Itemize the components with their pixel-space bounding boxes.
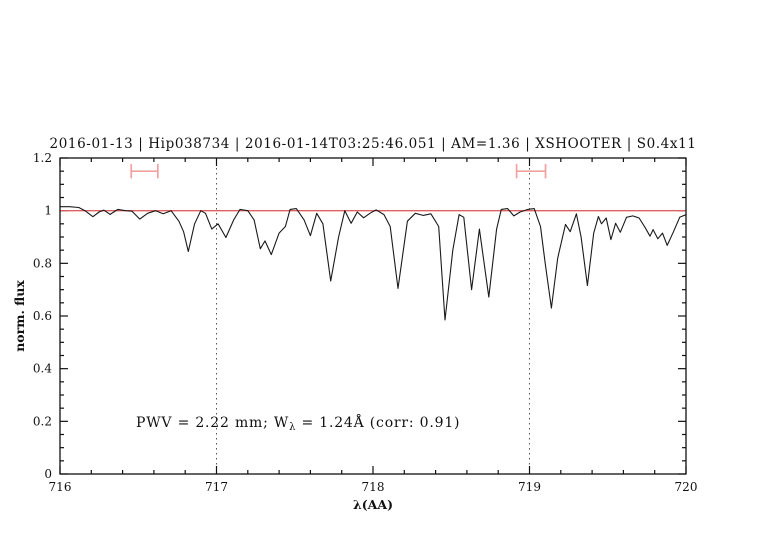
x-tick-label-717: 717 — [205, 480, 228, 494]
spectrum-line — [59, 206, 687, 321]
y-tick-label-0.4: 0.4 — [33, 362, 52, 376]
pwv-annotation-subscript-lambda: λ — [289, 422, 296, 433]
y-tick-label-1: 1 — [44, 204, 52, 218]
plot-title: 2016-01-13 | Hip038734 | 2016-01-14T03:2… — [50, 136, 697, 152]
interval-marker-2 — [515, 164, 547, 179]
x-tick-label-719: 719 — [518, 480, 541, 494]
pwv-annotation-suffix: = 1.24Å (corr: 0.91) — [296, 413, 460, 431]
y-tick-label-0.8: 0.8 — [33, 256, 52, 270]
pwv-annotation: PWV = 2.22 mm; Wλ = 1.24Å (corr: 0.91) — [136, 413, 460, 433]
y-tick-label-0.2: 0.2 — [33, 414, 52, 428]
x-tick-label-716: 716 — [49, 480, 72, 494]
y-tick-label-0: 0 — [44, 467, 52, 481]
y-axis-label: norm. flux — [12, 280, 27, 352]
y-tick-label-1.2: 1.2 — [33, 151, 52, 165]
x-axis-label: λ(AA) — [353, 497, 393, 512]
interval-marker-1 — [130, 164, 159, 179]
pwv-annotation-prefix: PWV = 2.22 mm; W — [136, 415, 289, 431]
axis-tick-labels: 716 717 718 719 720 0 0.2 0.4 0.6 0.8 1 1.2 — [33, 151, 698, 494]
spectrum-data-layer — [59, 206, 687, 321]
measurement-markers — [130, 164, 547, 179]
x-tick-label-720: 720 — [675, 480, 698, 494]
plot-frame — [59, 157, 687, 475]
x-tick-label-718: 718 — [362, 480, 385, 494]
y-tick-label-0.6: 0.6 — [33, 309, 52, 323]
